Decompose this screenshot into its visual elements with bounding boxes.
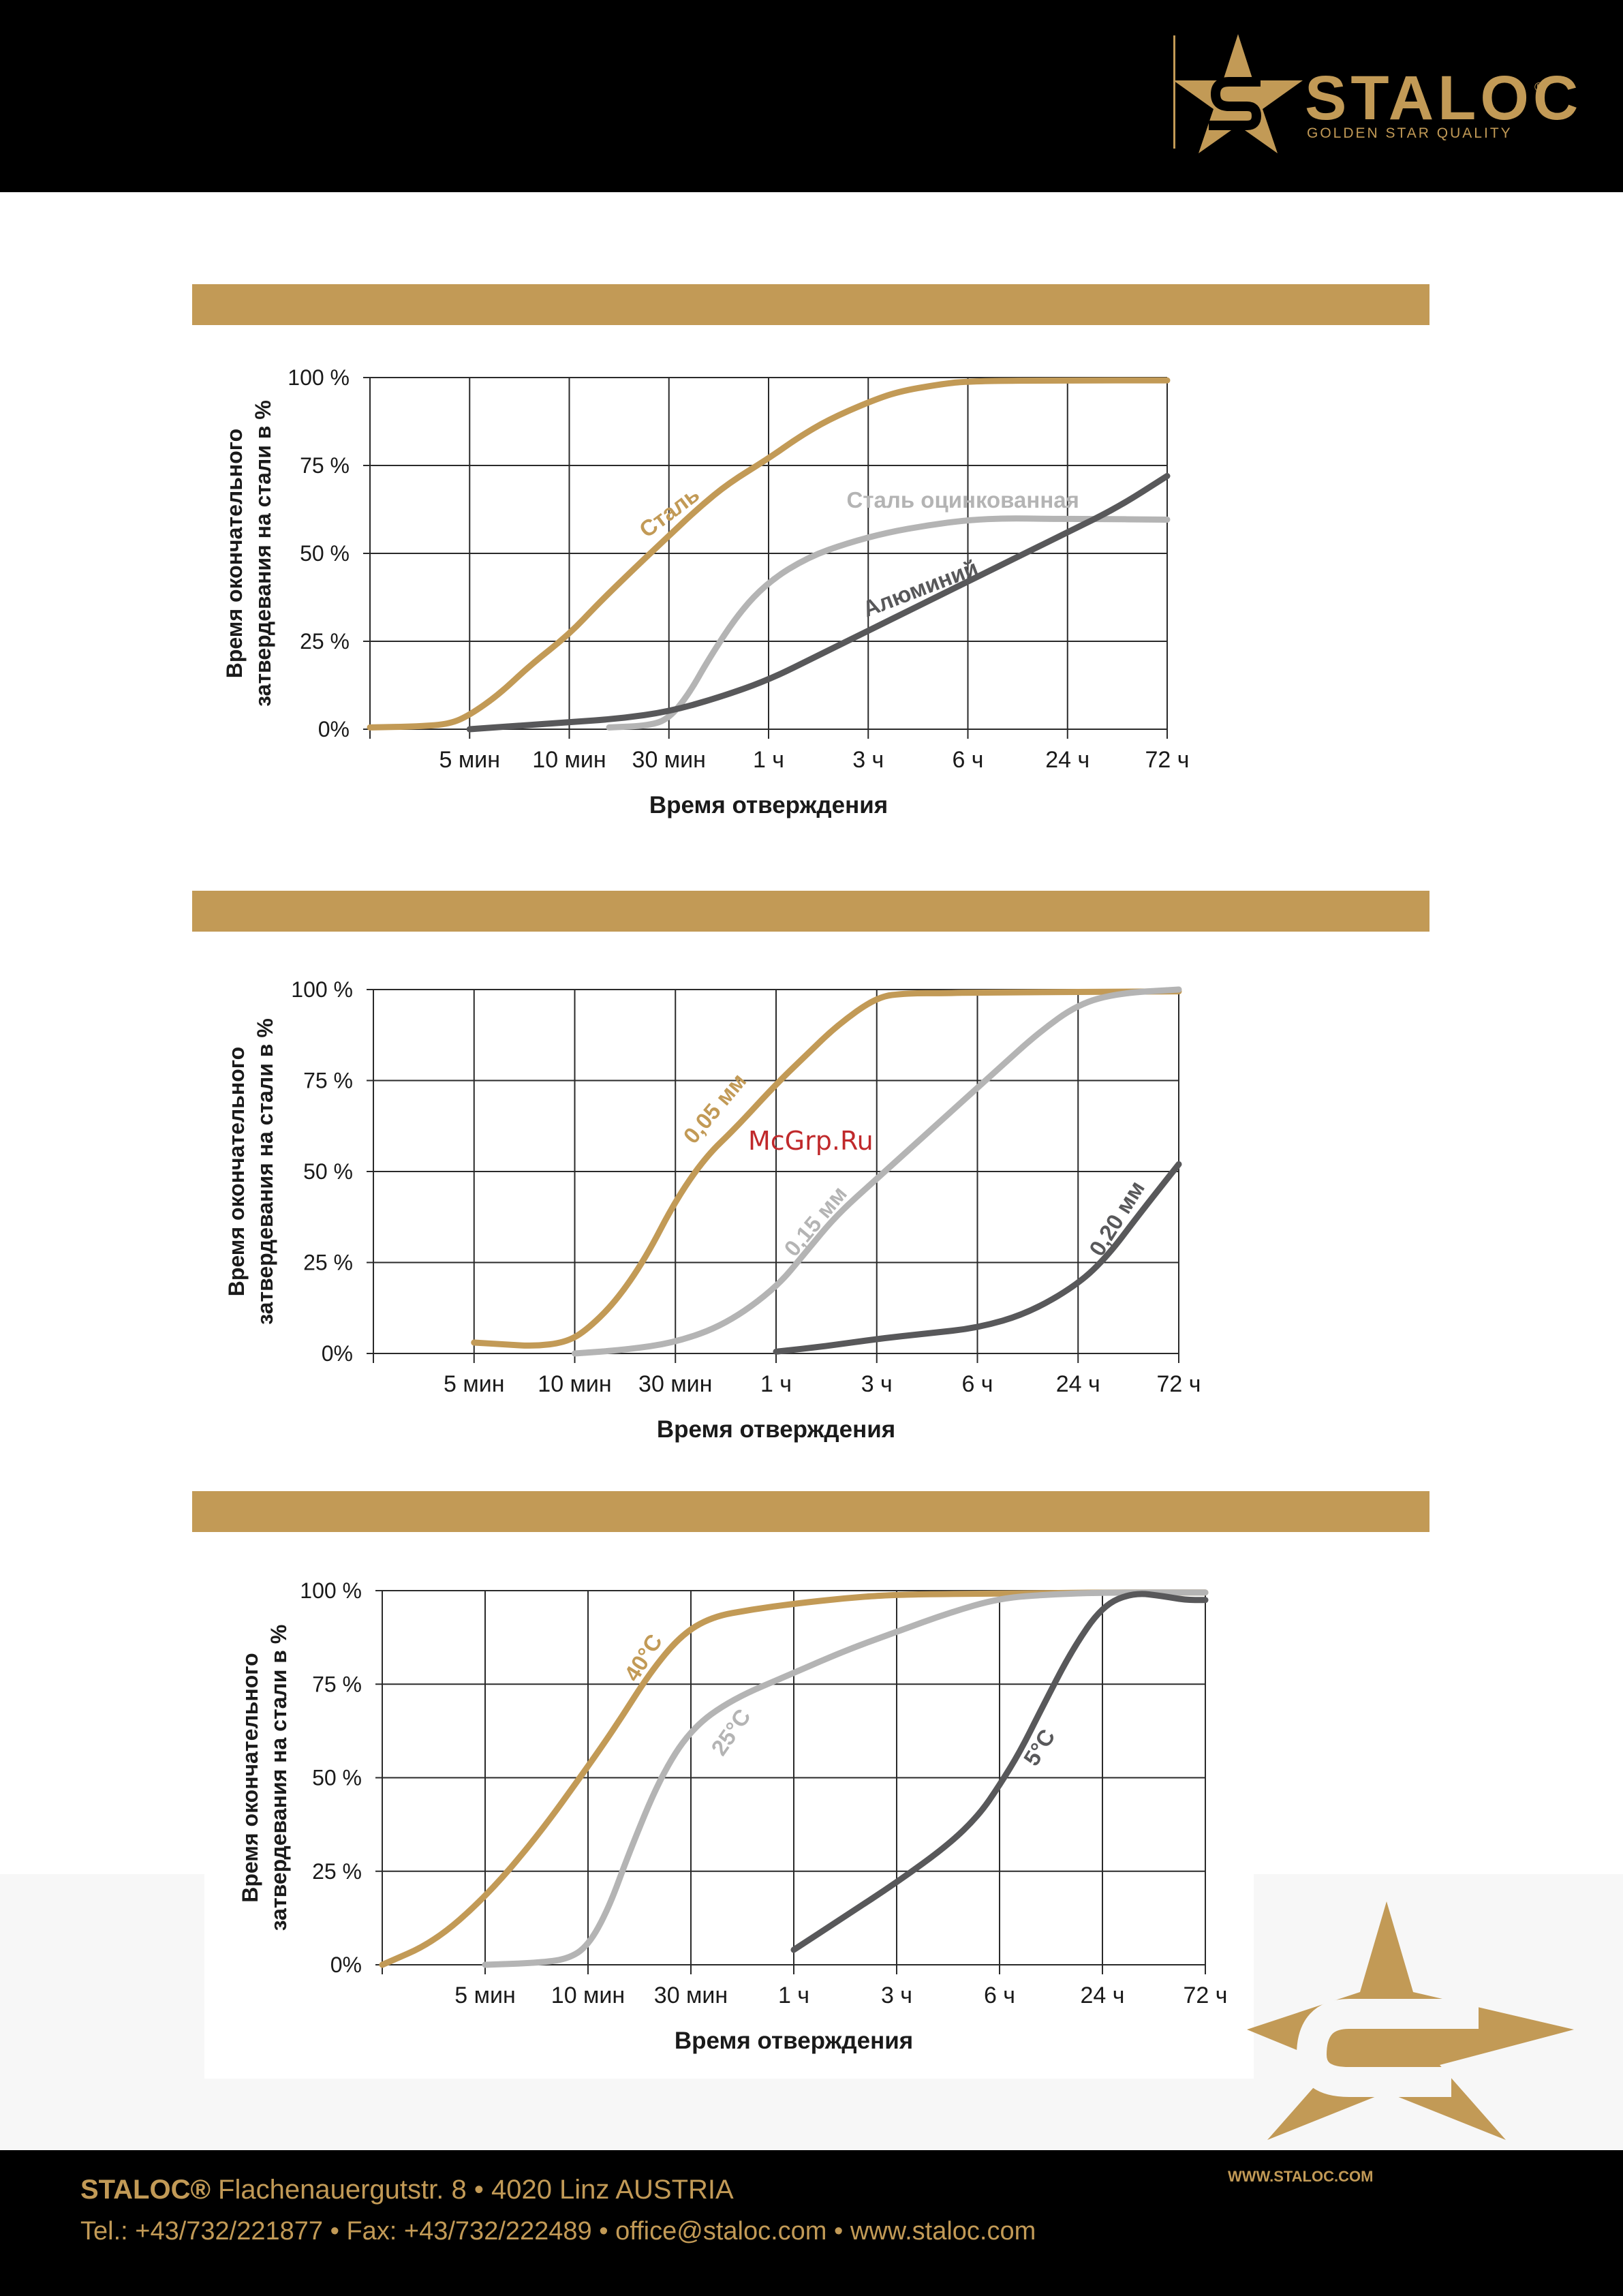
x-tick-label: 72 ч	[1145, 747, 1190, 773]
y-tick-label: 100 %	[291, 977, 353, 1002]
y-tick-label: 50 %	[303, 1159, 353, 1184]
y-axis-label: затвердевания на стали в %	[266, 1625, 291, 1931]
series-label: Сталь оцинкованная	[847, 487, 1079, 512]
x-tick-label: 72 ч	[1184, 1983, 1228, 2008]
y-tick-label: 100 %	[288, 365, 350, 390]
section-band-1	[192, 284, 1429, 325]
footer-company: STALOC®	[80, 2175, 211, 2205]
y-axis-label: Время окончательного	[238, 1653, 262, 1902]
y-tick-label: 25 %	[312, 1859, 362, 1884]
watermark-text: McGrp.Ru	[748, 1126, 874, 1156]
x-axis-label: Время отверждения	[675, 2027, 913, 2054]
series-line	[466, 472, 1171, 733]
y-tick-label: 75 %	[303, 1069, 353, 1093]
y-tick-label: 75 %	[312, 1672, 362, 1696]
x-tick-label: 1 ч	[778, 1983, 809, 2008]
x-tick-label: 3 ч	[861, 1371, 893, 1397]
decorative-star-icon	[1247, 1901, 1574, 2140]
staloc-star-logo-icon	[1173, 34, 1303, 153]
x-tick-label: 5 мин	[439, 747, 501, 773]
x-tick-label: 6 ч	[961, 1371, 993, 1397]
chart-steel-types: 0% 25 % 50 % 75 % 100 % 5 мин 10 мин 30 мин 1 ч 3…	[222, 365, 1190, 818]
x-tick-label: 1 ч	[760, 1371, 792, 1397]
y-tick-label: 25 %	[303, 1251, 353, 1275]
x-tick-label: 6 ч	[952, 747, 983, 773]
x-tick-label: 30 мин	[632, 747, 706, 773]
y-tick-label: 75 %	[300, 453, 350, 478]
x-tick-label: 6 ч	[984, 1983, 1015, 2008]
x-tick-label: 10 мин	[538, 1371, 611, 1397]
x-tick-label: 3 ч	[881, 1983, 912, 2008]
series-line	[572, 986, 1182, 1357]
series-line	[471, 988, 1182, 1349]
series-line	[606, 515, 1171, 731]
y-tick-label: 50 %	[312, 1766, 362, 1790]
x-axis-label: Время отверждения	[649, 792, 888, 818]
x-tick-label: 5 мин	[454, 1983, 516, 2008]
series-label: Алюминий	[859, 555, 981, 622]
x-tick-label: 10 мин	[551, 1983, 625, 2008]
y-tick-label: 25 %	[300, 629, 350, 654]
y-axis-label: Время окончательного	[224, 1047, 249, 1296]
x-tick-label: 5 мин	[444, 1371, 505, 1397]
x-tick-label: 1 ч	[753, 747, 784, 773]
brand-registered-mark: ®	[1534, 80, 1544, 94]
section-band-3	[192, 1491, 1429, 1532]
x-axis-label: Время отверждения	[657, 1416, 895, 1443]
footer-street: Flachenauergutstr. 8 • 4020 Linz AUSTRIA	[210, 2175, 734, 2205]
series-line	[790, 1591, 1209, 1953]
y-tick-label: 0%	[318, 717, 350, 741]
series-line	[773, 1161, 1182, 1355]
chart-temperature: 0% 25 % 50 % 75 % 100 % 5 мин 10 мин 30 мин 1 ч 3…	[238, 1578, 1228, 2054]
series-line	[379, 1589, 1209, 1968]
page-footer: STALOC® Flachenauergutstr. 8 • 4020 Linz…	[0, 2150, 1623, 2296]
series-line	[482, 1589, 1209, 1968]
x-tick-label: 72 ч	[1157, 1371, 1201, 1397]
series-label: 5°C	[1019, 1725, 1060, 1771]
y-tick-label: 0%	[330, 1953, 362, 1977]
series-line	[367, 377, 1171, 731]
x-tick-label: 30 мин	[654, 1983, 728, 2008]
chart-gap-width: 0% 25 % 50 % 75 % 100 % 5 мин 10 мин 30 мин 1 ч 3…	[224, 977, 1201, 1443]
brand-tagline: GOLDEN STAR QUALITY	[1307, 125, 1513, 141]
x-tick-label: 3 ч	[852, 747, 884, 773]
footer-website: WWW.STALOC.COM	[1228, 2168, 1374, 2185]
x-tick-label: 24 ч	[1056, 1371, 1100, 1397]
x-tick-label: 30 мин	[638, 1371, 712, 1397]
y-axis-label: затвердевания на стали в %	[251, 400, 275, 707]
section-band-2	[192, 891, 1429, 932]
logo-divider	[1173, 35, 1175, 149]
x-tick-label: 24 ч	[1081, 1983, 1125, 2008]
page-header: STALOC ® GOLDEN STAR QUALITY	[0, 0, 1623, 192]
y-axis-label: затвердевания на стали в %	[253, 1018, 277, 1325]
footer-contacts: Tel.: +43/732/221877 • Fax: +43/732/2224…	[80, 2217, 1036, 2246]
y-tick-label: 100 %	[300, 1578, 362, 1603]
footer-address: STALOC® Flachenauergutstr. 8 • 4020 Linz…	[80, 2176, 734, 2203]
x-tick-label: 24 ч	[1045, 747, 1089, 773]
y-axis-label: Время окончательного	[222, 429, 247, 678]
brand-name: STALOC	[1305, 63, 1583, 133]
series-label: 0,15 мм	[779, 1181, 852, 1261]
x-tick-label: 10 мин	[532, 747, 606, 773]
y-tick-label: 50 %	[300, 541, 350, 566]
y-tick-label: 0%	[322, 1341, 353, 1366]
